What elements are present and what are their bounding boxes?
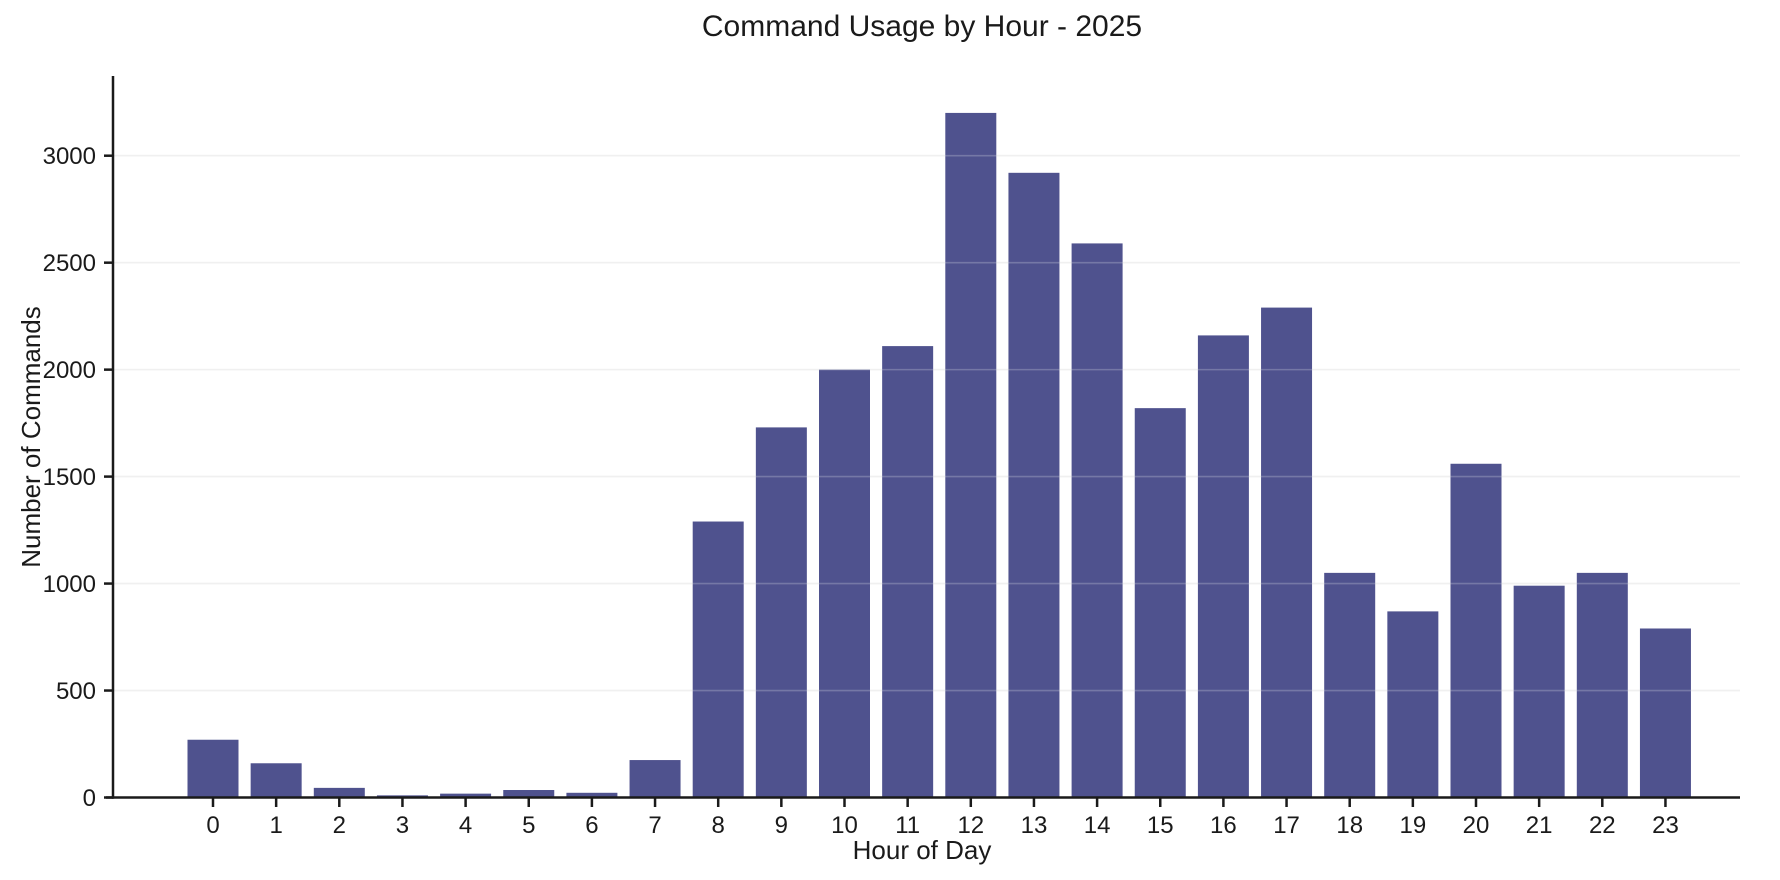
bar-hour-10 (819, 369, 870, 798)
bar-hour-6 (566, 792, 618, 798)
x-tick-label-13: 13 (1021, 812, 1048, 839)
x-tick-label-12: 12 (957, 812, 984, 839)
x-tick-label-23: 23 (1652, 812, 1679, 839)
bar-hour-14 (1071, 243, 1123, 798)
x-axis-label: Hour of Day (853, 835, 992, 865)
y-tick-label-2000: 2000 (43, 357, 96, 384)
bar-hour-11 (882, 346, 934, 798)
x-tick-label-9: 9 (775, 812, 788, 839)
y-tick-label-500: 500 (56, 678, 96, 705)
y-tick-label-0: 0 (83, 785, 96, 812)
bar-hour-12 (945, 112, 997, 798)
y-tick-label-1500: 1500 (43, 464, 96, 491)
y-tick-label-2500: 2500 (43, 250, 96, 277)
bar-hour-23 (1639, 628, 1691, 798)
bar-hour-15 (1134, 408, 1186, 798)
x-tick-label-21: 21 (1526, 812, 1553, 839)
bar-hour-2 (313, 787, 365, 798)
x-tick-label-22: 22 (1589, 812, 1616, 839)
bar-hour-16 (1197, 335, 1249, 798)
x-tick-labels-group: 0 1 2 3 4 5 6 7 8 9 10 11 12 13 14 15 16 17 18 19 20 21 22 23 (206, 812, 1678, 839)
bar-hour-19 (1387, 611, 1439, 798)
x-tick-label-10: 10 (831, 812, 858, 839)
x-tick-label-17: 17 (1273, 812, 1300, 839)
bar-hour-8 (692, 521, 744, 798)
chart-title: Command Usage by Hour - 2025 (702, 10, 1142, 43)
bar-hour-1 (250, 763, 302, 798)
x-tick-label-5: 5 (522, 812, 535, 839)
x-tick-label-19: 19 (1399, 812, 1426, 839)
x-tick-label-0: 0 (206, 812, 219, 839)
y-tick-label-1000: 1000 (43, 571, 96, 598)
bar-hour-20 (1450, 463, 1502, 798)
bars-group (187, 112, 1691, 798)
y-axis-label: Number of Commands (16, 306, 46, 568)
bar-hour-18 (1324, 572, 1376, 798)
bar-hour-21 (1513, 585, 1565, 798)
x-tick-label-16: 16 (1210, 812, 1237, 839)
x-tick-label-4: 4 (459, 812, 472, 839)
x-tick-label-20: 20 (1463, 812, 1490, 839)
x-tick-label-1: 1 (269, 812, 282, 839)
bar-hour-7 (629, 760, 681, 798)
x-tick-label-2: 2 (333, 812, 346, 839)
x-tick-label-8: 8 (712, 812, 725, 839)
bar-hour-9 (755, 427, 807, 798)
bar-hour-22 (1576, 572, 1628, 798)
x-tick-label-15: 15 (1147, 812, 1174, 839)
x-tick-label-11: 11 (895, 812, 920, 839)
x-tick-label-6: 6 (585, 812, 598, 839)
x-tick-label-3: 3 (396, 812, 409, 839)
x-tick-label-7: 7 (648, 812, 661, 839)
y-tick-label-3000: 3000 (43, 143, 96, 170)
x-tick-label-18: 18 (1336, 812, 1363, 839)
bar-hour-13 (1008, 172, 1060, 798)
axes-group (104, 76, 1740, 807)
bar-hour-17 (1261, 307, 1313, 798)
bar-hour-4 (440, 793, 492, 798)
bar-hour-5 (503, 790, 555, 798)
x-tick-label-14: 14 (1084, 812, 1111, 839)
gridlines-overlay-group (113, 154, 1740, 692)
bar-hour-0 (187, 739, 239, 798)
y-tick-labels-group: 0 500 1000 1500 2000 2500 3000 (43, 143, 96, 812)
